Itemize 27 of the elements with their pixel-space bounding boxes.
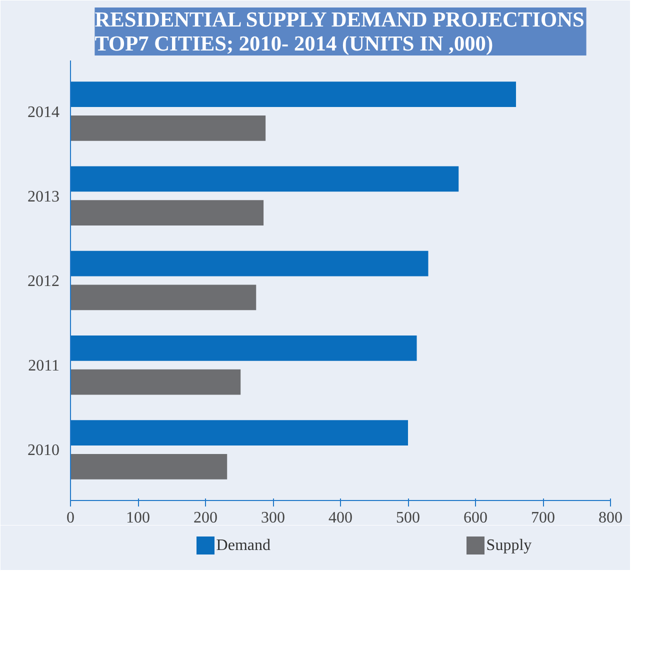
x-tick-label: 300: [261, 510, 285, 526]
y-tick-label: 2012: [28, 273, 60, 290]
bar: [70, 200, 264, 226]
bar: [70, 420, 408, 446]
x-tick-label: 0: [66, 510, 74, 526]
y-tick-label: 2014: [28, 104, 60, 121]
bar: [70, 116, 266, 141]
y-tick-label: 2013: [28, 188, 60, 206]
x-tick-label: 100: [126, 510, 150, 526]
bar: [70, 454, 228, 480]
x-tick-label: 500: [396, 510, 420, 526]
chart-title: RESIDENTIAL SUPPLY DEMAND PROJECTIONS TOP7 CITIES; 2010- 2014 (UNITS IN ,000): [94, 8, 584, 56]
bar: [70, 250, 428, 276]
legend-label: Demand: [216, 537, 271, 554]
bar: [70, 336, 417, 361]
x-tick-label: 600: [464, 510, 488, 526]
x-tick-label: 700: [531, 510, 555, 526]
y-tick-label: 2011: [28, 358, 60, 375]
y-tick-label: 2010: [28, 442, 60, 460]
bar: [70, 284, 256, 310]
bar: [70, 369, 241, 395]
bar: [70, 82, 516, 108]
legend-label: Supply: [486, 537, 532, 554]
x-tick-label: 200: [194, 510, 218, 526]
x-tick-label: 800: [598, 510, 622, 526]
bar: [70, 166, 459, 192]
x-tick-label: 400: [328, 510, 352, 526]
